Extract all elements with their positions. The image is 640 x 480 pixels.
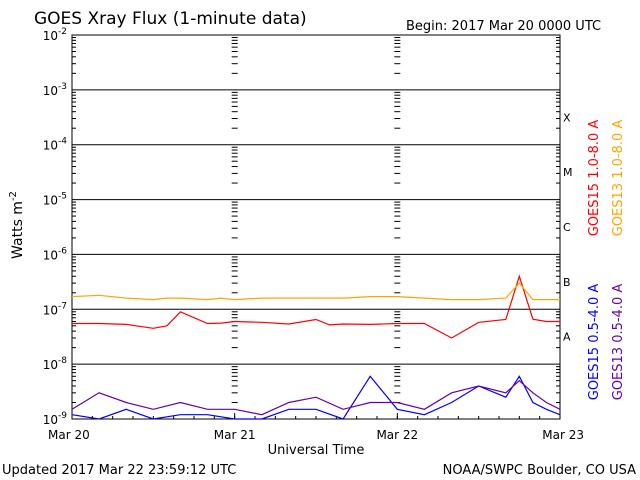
x-axis-label: Universal Time [268,443,365,458]
flare-class-label: B [563,276,571,289]
flare-class-label: A [563,331,571,344]
y-tick-label: 10-3 [43,82,67,98]
plot-area [71,34,561,420]
flare-class-label: X [563,111,571,124]
footer-credit: NOAA/SWPC Boulder, CO USA [443,463,636,478]
x-tick-label: Mar 23 [542,428,584,442]
y-tick-label: 10-5 [43,192,67,208]
y-axis-label: Watts m-2 [8,191,26,259]
y-axis-label-exponent: -2 [8,191,19,201]
x-tick-label: Mar 22 [376,428,418,442]
x-tick-label: Mar 21 [214,428,256,442]
footer-updated: Updated 2017 Mar 22 23:59:12 UTC [2,463,236,478]
legend-entry-3: GOES15 0.5-4.0 A [587,284,602,401]
legend-entry-2: GOES13 1.0-8.0 A [611,120,626,237]
y-tick-label: 10-8 [43,356,68,372]
flare-class-label: C [563,221,571,234]
series-line-4 [71,379,561,416]
legend-entry-1: GOES15 1.0-8.0 A [587,120,602,237]
chart-title: GOES Xray Flux (1-minute data) [34,9,307,29]
x-tick-label: Mar 20 [48,428,90,442]
y-tick-label: 10-2 [43,27,67,43]
series-line-3 [71,375,561,420]
legend-entry-4: GOES13 0.5-4.0 A [611,284,626,401]
series-line-2 [71,282,560,301]
y-tick-label: 10-9 [43,411,68,427]
begin-label: Begin: 2017 Mar 20 0000 UTC [406,19,601,34]
series-line-1 [72,274,560,339]
flare-class-label: M [563,166,573,179]
y-tick-label: 10-6 [43,246,68,262]
y-tick-label: 10-4 [43,137,68,153]
y-tick-label: 10-7 [43,301,67,317]
